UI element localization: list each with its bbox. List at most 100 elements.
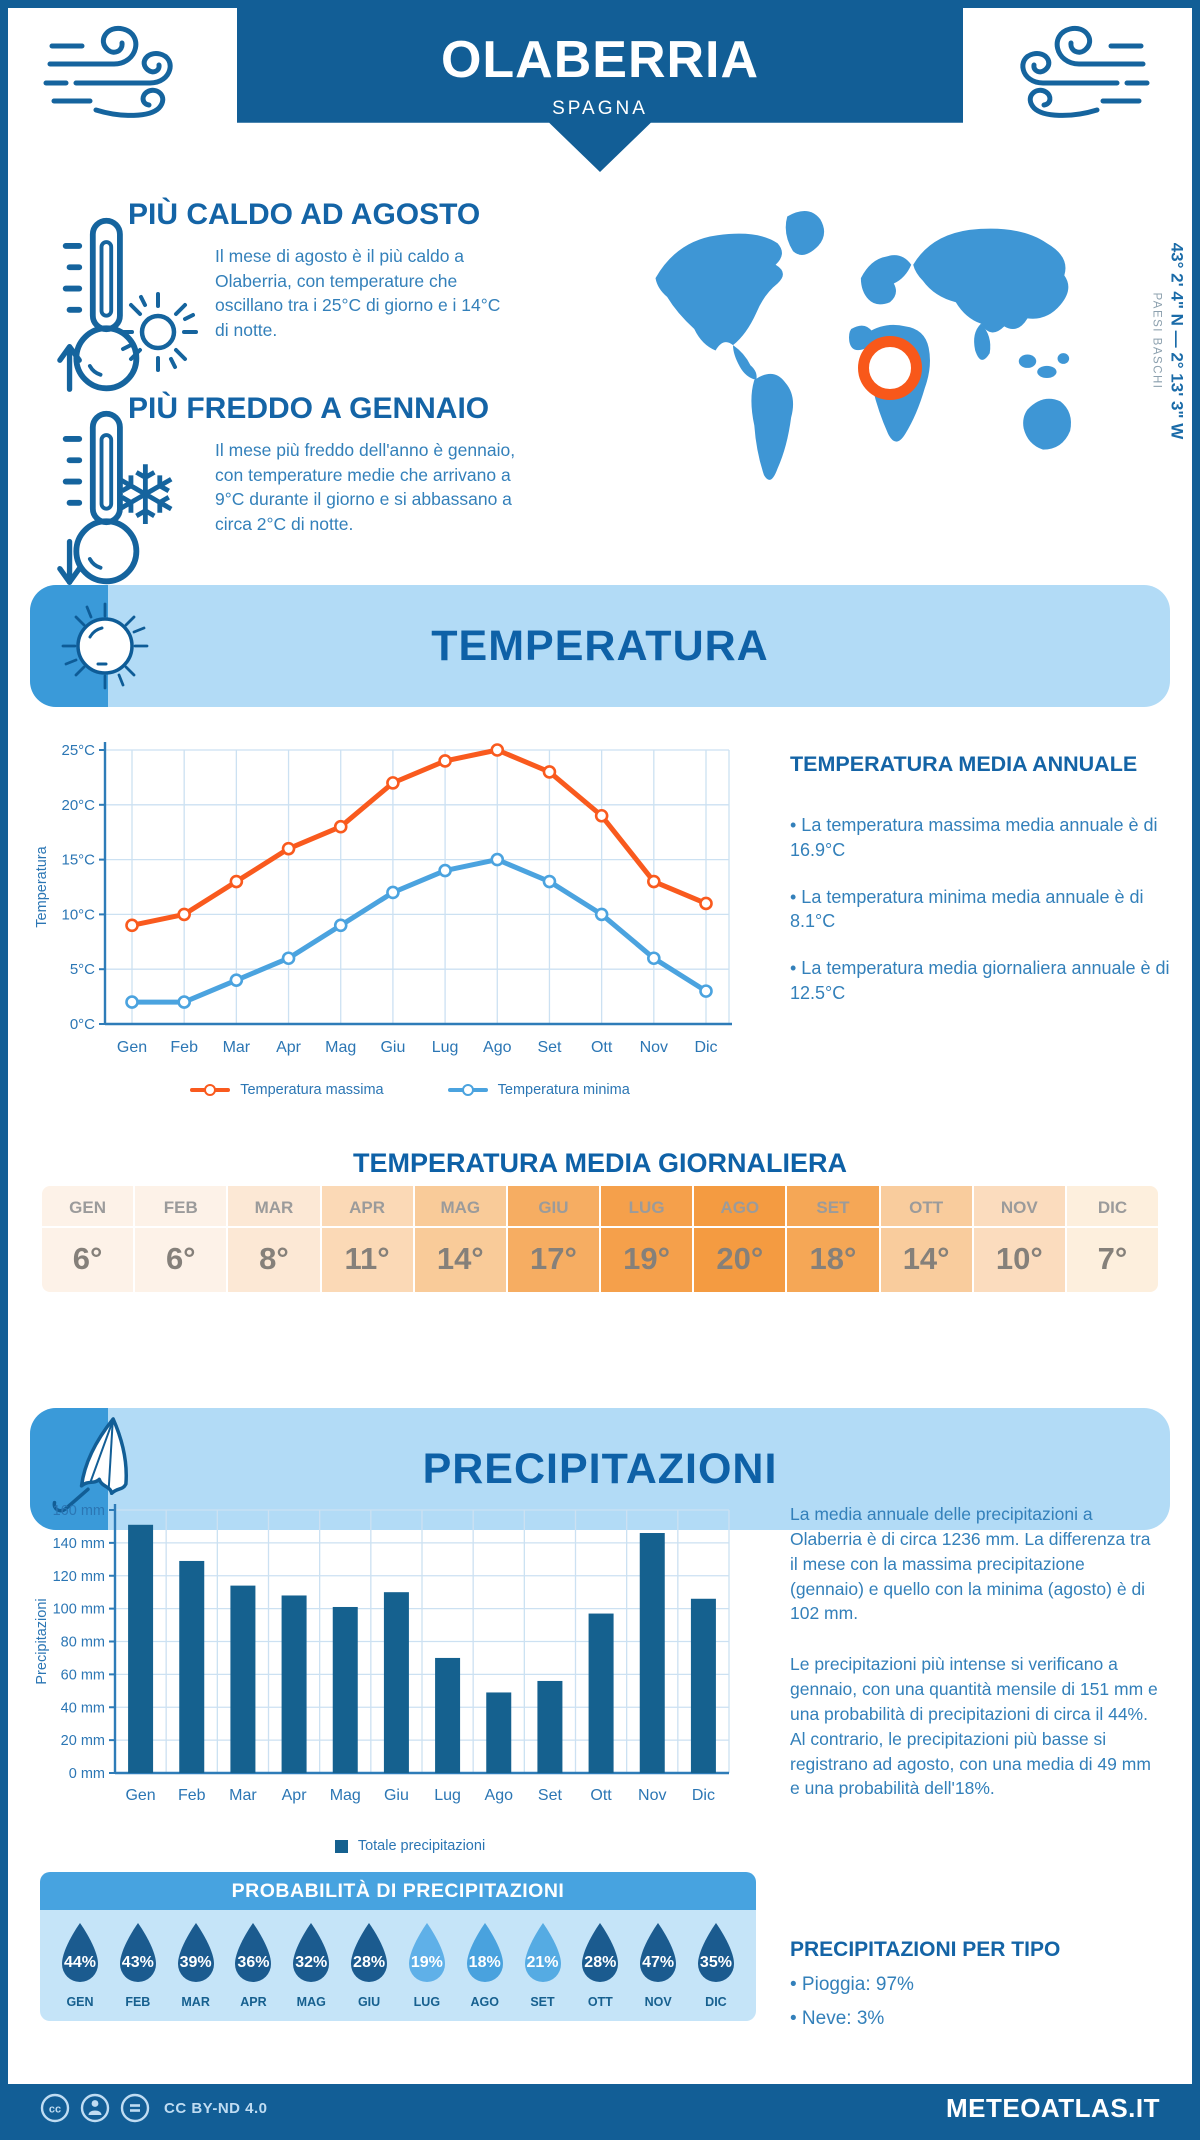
probability-droplet: 21% SET: [517, 1922, 569, 2009]
svg-text:60 mm: 60 mm: [61, 1667, 105, 1683]
daily-table-column: SET 18°: [787, 1186, 879, 1292]
daily-table-month: AGO: [694, 1186, 786, 1228]
svg-text:Mar: Mar: [229, 1787, 257, 1804]
svg-text:Feb: Feb: [178, 1787, 206, 1804]
svg-text:40 mm: 40 mm: [61, 1700, 105, 1716]
svg-text:Ago: Ago: [485, 1787, 514, 1804]
droplet-icon: [351, 1923, 388, 1982]
page-title: OLABERRIA: [440, 31, 760, 89]
daily-table-value: 14°: [414, 1228, 506, 1292]
droplet-probability-value: 47%: [642, 1954, 675, 1971]
coldest-month-title: PIÙ FREDDO A GENNAIO: [128, 392, 490, 425]
svg-text:Lug: Lug: [432, 1039, 459, 1056]
sun-banner-icon: [61, 602, 149, 690]
snowflake-icon: ❄: [111, 449, 180, 544]
droplet-icon: [408, 1923, 445, 1982]
temperature-section-banner: TEMPERATURA: [30, 585, 1170, 707]
svg-text:Feb: Feb: [170, 1039, 198, 1056]
svg-text:0°C: 0°C: [70, 1016, 95, 1033]
svg-text:Apr: Apr: [282, 1787, 308, 1804]
droplet-probability-value: 39%: [179, 1954, 212, 1971]
region-text: PAESI BASCHI: [1150, 292, 1163, 390]
svg-text:Gen: Gen: [117, 1039, 147, 1056]
daily-table-column: MAG 14°: [414, 1186, 506, 1292]
svg-text:Mag: Mag: [330, 1787, 361, 1804]
svg-text:Mag: Mag: [325, 1039, 356, 1056]
header-ribbon: OLABERRIA SPAGNA: [237, 8, 963, 172]
svg-text:10°C: 10°C: [61, 906, 95, 923]
droplet-probability-value: 18%: [468, 1954, 501, 1971]
total-precip-swatch: [334, 1839, 348, 1853]
daily-table-month: SET: [787, 1186, 879, 1228]
droplet-probability-value: 21%: [526, 1954, 559, 1971]
daily-table-column: GEN 6°: [42, 1186, 134, 1292]
page-subtitle: SPAGNA: [552, 98, 648, 119]
daily-table-month: MAR: [228, 1186, 320, 1228]
daily-table-column: LUG 19°: [601, 1186, 693, 1292]
droplet-month-label: MAR: [181, 1995, 210, 2009]
svg-text:cc: cc: [49, 2104, 61, 2116]
daily-table-value: 17°: [507, 1228, 600, 1292]
legend-label-max: Temperatura massima: [240, 1082, 384, 1098]
daily-table-month: GIU: [507, 1186, 600, 1228]
annual-temperature-panel: TEMPERATURA MEDIA ANNUALE • La temperatu…: [790, 752, 1170, 1028]
temperature-line-chart: 0°C 5°C 10°C 15°C 20°C 25°C Gen Feb Mar Apr Mag Giu…: [34, 742, 732, 1056]
probability-droplet: 36% APR: [227, 1922, 279, 2009]
droplet-icon: [582, 1923, 619, 1982]
svg-text:Dic: Dic: [694, 1039, 717, 1056]
svg-text:Giu: Giu: [384, 1787, 409, 1804]
brand-text: METEOATLAS.IT: [945, 2092, 1160, 2123]
daily-temperature-table: GEN 6° FEB 6° MAR 8° APR 11° MAG 14° GIU 17° LUG 19° A…: [42, 1186, 1158, 1292]
daily-table-column: FEB 6°: [135, 1186, 227, 1292]
svg-text:Apr: Apr: [276, 1039, 302, 1056]
annual-min-bullet: • La temperatura minima media annuale è …: [790, 886, 1144, 932]
probability-droplet: 44% GEN: [54, 1922, 106, 2009]
snow-bullet: • Neve: 3%: [790, 2008, 885, 2029]
thermometer-up-icon: [57, 217, 140, 392]
precipitation-paragraph-1: La media annuale delle precipitazioni a …: [790, 1504, 1151, 1624]
daily-table-month: MAG: [414, 1186, 506, 1228]
wind-icon-right: [1020, 25, 1150, 118]
svg-text:Precipitazioni: Precipitazioni: [34, 1598, 50, 1684]
droplet-month-label: APR: [240, 1995, 267, 2009]
daily-table-column: DIC 7°: [1066, 1186, 1158, 1292]
probability-droplet: 28% GIU: [343, 1922, 395, 2009]
thermometer-down-icon: [57, 410, 140, 585]
precipitation-paragraph-2: Le precipitazioni più intense si verific…: [790, 1654, 1158, 1799]
svg-text:80 mm: 80 mm: [61, 1635, 105, 1651]
daily-table-value: 6°: [42, 1228, 134, 1292]
droplet-month-label: GIU: [357, 1995, 381, 2009]
svg-text:Nov: Nov: [640, 1039, 668, 1056]
droplet-icon: [640, 1923, 677, 1982]
probability-droplet: 32% MAG: [285, 1922, 337, 2009]
daily-table-month: NOV: [973, 1186, 1065, 1228]
svg-text:140 mm: 140 mm: [53, 1536, 105, 1552]
droplet-icon: [293, 1923, 330, 1982]
droplet-icon: [177, 1923, 214, 1982]
svg-text:Nov: Nov: [638, 1787, 666, 1804]
precipitation-section-title: PRECIPITAZIONI: [422, 1445, 778, 1493]
daily-table-value: 14°: [880, 1228, 972, 1292]
cc-license-icons: cc: [40, 2093, 150, 2123]
svg-text:Ott: Ott: [591, 1039, 613, 1056]
precipitation-chart-legend: Totale precipitazioni: [60, 1838, 760, 1854]
annual-max-bullet: • La temperatura massima media annuale è…: [790, 815, 1158, 860]
droplet-icon: [119, 1923, 156, 1982]
svg-text:0 mm: 0 mm: [69, 1766, 105, 1782]
probability-droplet: 39% MAR: [170, 1922, 222, 2009]
droplet-month-label: MAG: [296, 1995, 326, 2009]
precipitation-type-panel: PRECIPITAZIONI PER TIPO • Pioggia: 97% •…: [790, 1938, 1162, 2030]
droplet-probability-value: 43%: [121, 1954, 154, 1971]
droplet-icon: [697, 1923, 734, 1982]
legend-label-min: Temperatura minima: [497, 1082, 630, 1098]
probability-droplet: 35% DIC: [690, 1922, 742, 2009]
droplet-month-label: AGO: [470, 1995, 499, 2009]
droplet-probability-value: 32%: [295, 1954, 328, 1971]
map-location-marker: [858, 336, 922, 400]
daily-table-value: 6°: [135, 1228, 227, 1292]
droplet-probability-value: 35%: [699, 1954, 732, 1971]
svg-text:160 mm: 160 mm: [53, 1503, 105, 1519]
svg-text:15°C: 15°C: [61, 852, 95, 869]
daily-table-value: 7°: [1066, 1228, 1158, 1292]
map-coordinates: 43° 2' 4" N — 2° 13' 3" W PAESI BASCHI: [1137, 184, 1187, 499]
